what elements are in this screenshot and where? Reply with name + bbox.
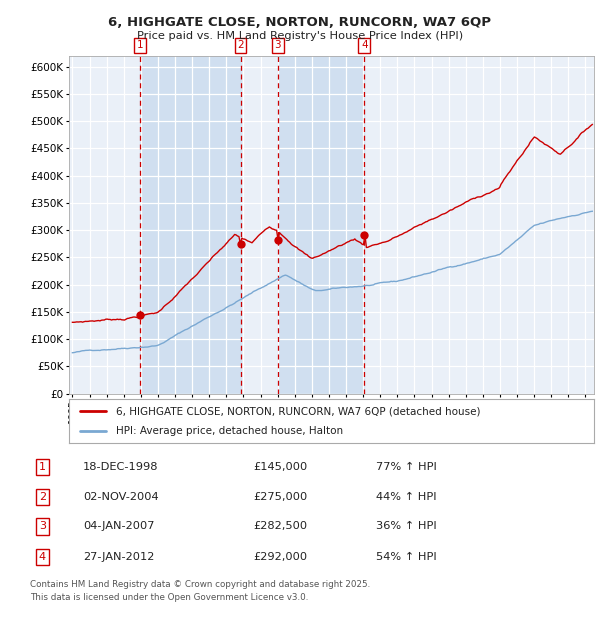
Text: £292,000: £292,000 [253, 552, 307, 562]
Text: Contains HM Land Registry data © Crown copyright and database right 2025.: Contains HM Land Registry data © Crown c… [30, 580, 370, 589]
Text: 54% ↑ HPI: 54% ↑ HPI [376, 552, 437, 562]
Text: 4: 4 [39, 552, 46, 562]
Bar [140, 56, 241, 394]
Text: 2: 2 [237, 40, 244, 50]
Text: 04-JAN-2007: 04-JAN-2007 [83, 521, 155, 531]
Text: 27-JAN-2012: 27-JAN-2012 [83, 552, 154, 562]
Text: 77% ↑ HPI: 77% ↑ HPI [376, 462, 437, 472]
Text: 1: 1 [137, 40, 143, 50]
Text: 6, HIGHGATE CLOSE, NORTON, RUNCORN, WA7 6QP: 6, HIGHGATE CLOSE, NORTON, RUNCORN, WA7 … [109, 16, 491, 29]
Text: £275,000: £275,000 [253, 492, 307, 502]
Text: HPI: Average price, detached house, Halton: HPI: Average price, detached house, Halt… [116, 426, 343, 436]
Text: 3: 3 [39, 521, 46, 531]
Text: This data is licensed under the Open Government Licence v3.0.: This data is licensed under the Open Gov… [30, 593, 308, 603]
Text: 3: 3 [274, 40, 281, 50]
Text: 18-DEC-1998: 18-DEC-1998 [83, 462, 158, 472]
Text: 2: 2 [39, 492, 46, 502]
Text: 44% ↑ HPI: 44% ↑ HPI [376, 492, 437, 502]
Text: 6, HIGHGATE CLOSE, NORTON, RUNCORN, WA7 6QP (detached house): 6, HIGHGATE CLOSE, NORTON, RUNCORN, WA7 … [116, 406, 481, 416]
Bar [278, 56, 364, 394]
Text: 4: 4 [361, 40, 368, 50]
Text: £145,000: £145,000 [253, 462, 307, 472]
Text: 02-NOV-2004: 02-NOV-2004 [83, 492, 158, 502]
Text: Price paid vs. HM Land Registry's House Price Index (HPI): Price paid vs. HM Land Registry's House … [137, 31, 463, 41]
Text: £282,500: £282,500 [253, 521, 307, 531]
Text: 1: 1 [39, 462, 46, 472]
Text: 36% ↑ HPI: 36% ↑ HPI [376, 521, 437, 531]
